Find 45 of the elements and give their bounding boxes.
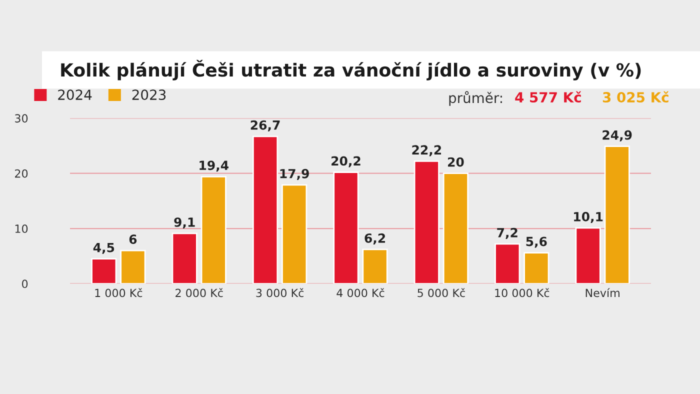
data-label: 20	[448, 157, 464, 167]
y-tick-label: 10	[15, 224, 28, 233]
y-tick-label: 0	[22, 280, 28, 288]
bar	[200, 176, 226, 284]
data-label: 6	[129, 234, 137, 244]
bar	[252, 136, 278, 284]
x-tick-label: 4 000 Kč	[336, 288, 384, 298]
chart-title: Kolik plánují Češi utratit za vánoční jídlo a suroviny (v %)	[61, 60, 641, 80]
data-label: 19,4	[200, 160, 228, 172]
text: 3 025 Kč	[602, 91, 669, 103]
x-tick-label: Nevím	[586, 288, 620, 298]
data-label: 9,1	[174, 217, 195, 228]
bar	[362, 248, 388, 284]
data-label: 20,2	[332, 156, 360, 168]
text: 4 577 Kč	[515, 91, 582, 103]
data-label: 17,9	[280, 168, 309, 180]
x-tick-label: 10 000 Kč	[495, 288, 550, 298]
bar	[172, 232, 198, 284]
data-label: 26,7	[250, 120, 280, 132]
data-label: 4,5	[93, 242, 114, 254]
bar	[604, 146, 630, 284]
x-tick-label: 3 000 Kč	[256, 288, 304, 298]
x-tick-label: 1 000 Kč	[95, 288, 142, 298]
data-label: 10,1	[574, 212, 603, 223]
data-label: 24,9	[602, 130, 632, 142]
bar	[494, 243, 520, 284]
bar	[414, 160, 440, 284]
data-label: 22,2	[412, 145, 442, 156]
text: průměr:	[449, 91, 502, 106]
legend-label: 2023	[132, 90, 166, 100]
data-label: 5,6	[526, 236, 547, 248]
y-tick-label: 30	[15, 114, 28, 123]
y-tick-label: 20	[15, 169, 28, 178]
x-tick-label: 2 000 Kč	[176, 288, 223, 298]
bar	[442, 172, 469, 284]
bar	[524, 252, 550, 284]
bar	[333, 172, 359, 284]
legend-label: 2024	[58, 90, 92, 100]
bar	[575, 227, 601, 284]
bar	[91, 258, 117, 284]
bar	[282, 184, 308, 284]
data-label: 6,2	[364, 233, 386, 244]
bar	[120, 250, 146, 284]
data-label: 7,2	[497, 228, 518, 239]
x-tick-label: 5 000 Kč	[418, 288, 465, 298]
